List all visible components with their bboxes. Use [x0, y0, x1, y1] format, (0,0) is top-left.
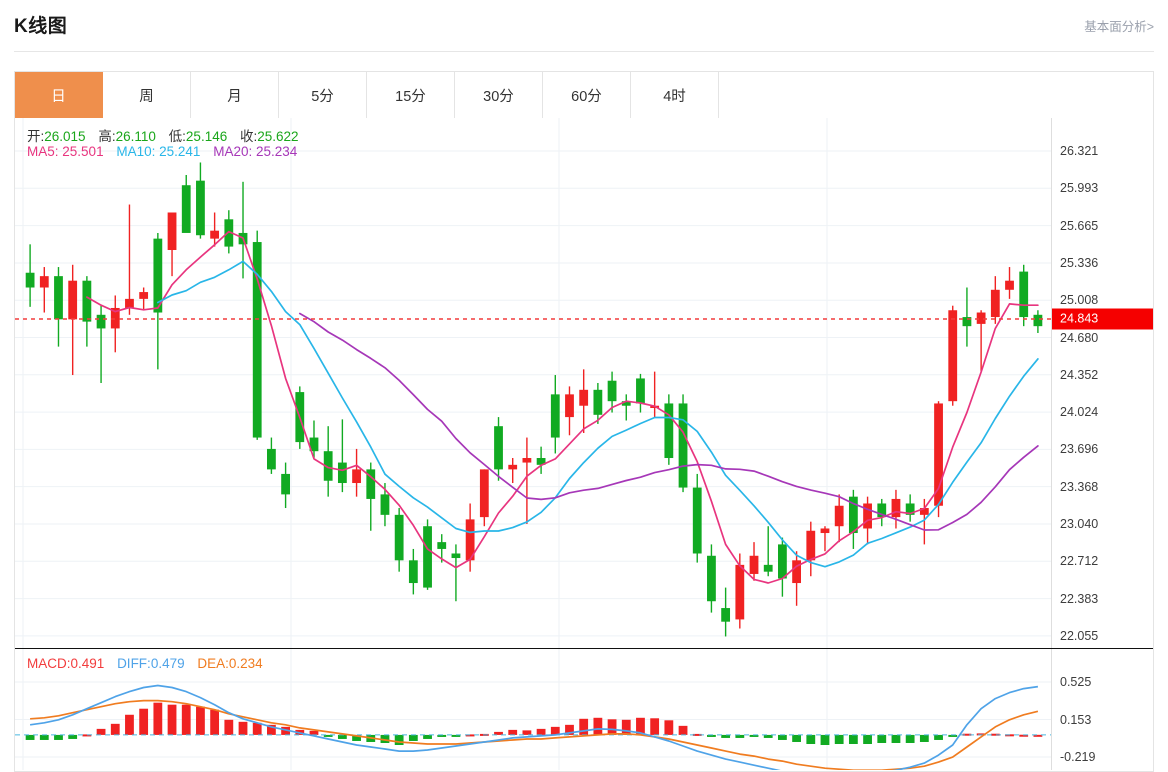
tab-7[interactable]: 60分 — [543, 72, 631, 118]
macd-axis-tick: 0.525 — [1060, 675, 1092, 689]
tab-2[interactable]: 周 — [103, 72, 191, 118]
last-price-badge: 24.843 — [1052, 308, 1153, 330]
candlestick-plot — [15, 118, 1051, 648]
tab-3[interactable]: 月 — [191, 72, 279, 118]
price-axis-tick: 25.993 — [1060, 181, 1099, 196]
axis-separator — [1051, 118, 1052, 770]
pane-divider — [15, 648, 1153, 649]
price-axis-tick: 22.383 — [1060, 591, 1099, 606]
price-axis-tick: 23.040 — [1060, 516, 1099, 531]
fundamental-analysis-link[interactable]: 基本面分析> — [1084, 20, 1154, 34]
tab-4[interactable]: 5分 — [279, 72, 367, 118]
chart-container[interactable]: 开:26.015 高:26.110 低:25.146 收:25.622 MA5:… — [14, 118, 1154, 772]
tab-5[interactable]: 15分 — [367, 72, 455, 118]
price-axis-tick: 23.368 — [1060, 479, 1099, 494]
tab-6[interactable]: 30分 — [455, 72, 543, 118]
price-axis-tick: 22.712 — [1060, 554, 1099, 569]
header-divider — [14, 51, 1154, 52]
macd-plot — [15, 649, 1051, 770]
price-axis-tick: 24.024 — [1060, 405, 1099, 420]
price-axis-tick: 23.696 — [1060, 442, 1099, 457]
price-axis-tick: 25.008 — [1060, 293, 1099, 308]
price-axis: 26.321 25.993 25.665 25.336 25.008 24.680 24.3… — [1052, 118, 1153, 770]
macd-axis-tick: 0.153 — [1060, 712, 1092, 727]
period-tab-bar: 日周月 5分 15分 30分 60分 4时 — [14, 71, 1154, 119]
price-axis-tick: 26.321 — [1060, 144, 1099, 158]
page-title: K线图 — [14, 16, 68, 37]
page-header: K线图 基本面分析> — [0, 0, 1168, 52]
price-axis-tick: 25.665 — [1060, 218, 1099, 233]
price-axis-tick: 22.055 — [1060, 628, 1099, 643]
price-axis-tick: 24.680 — [1060, 330, 1099, 345]
tab-8[interactable]: 4时 — [631, 72, 719, 118]
tab-filler — [719, 72, 1153, 118]
price-axis-tick: 25.336 — [1060, 255, 1099, 270]
macd-pane[interactable]: MACD:0.491 DIFF:0.479 DEA:0.234 — [15, 649, 1153, 770]
tab-1[interactable]: 日 — [15, 72, 103, 118]
macd-axis-tick: -0.219 — [1060, 750, 1096, 764]
price-pane[interactable]: 开:26.015 高:26.110 低:25.146 收:25.622 MA5:… — [15, 118, 1153, 648]
price-axis-tick: 24.352 — [1060, 367, 1099, 382]
